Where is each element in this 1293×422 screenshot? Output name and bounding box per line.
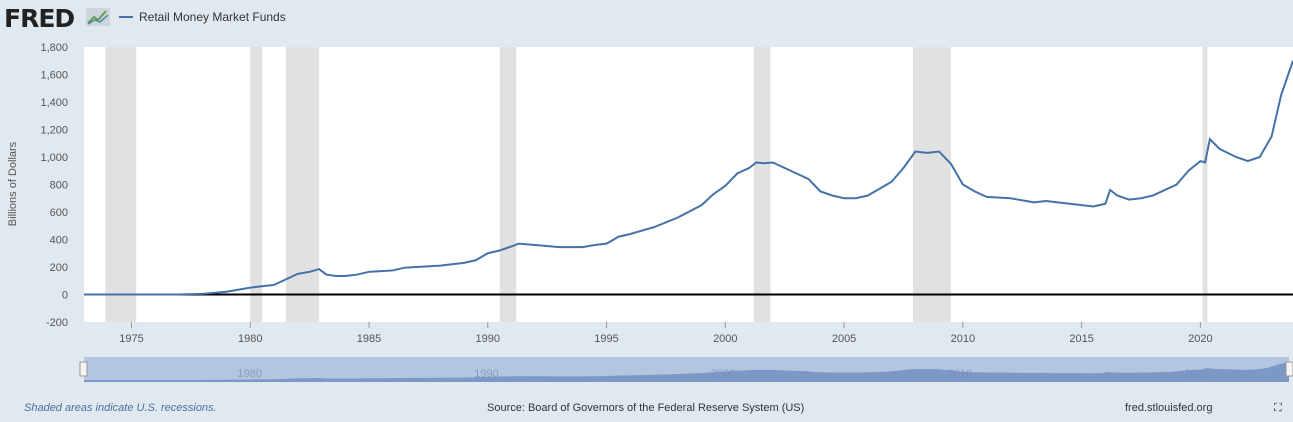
- x-tick-label: 1985: [357, 333, 381, 345]
- recession-band: [285, 47, 320, 322]
- y-tick-label: 0: [62, 290, 68, 302]
- fred-logo[interactable]: FRED: [4, 4, 75, 33]
- recession-band: [912, 47, 951, 322]
- series-line: [84, 60, 1293, 296]
- y-tick-label: 600: [50, 207, 68, 219]
- x-tick-label: 1995: [594, 333, 618, 345]
- x-tick-label: 1975: [119, 333, 143, 345]
- x-tick-label: 2010: [951, 333, 975, 345]
- legend-item[interactable]: Retail Money Market Funds: [119, 10, 286, 24]
- legend-swatch: [119, 16, 133, 18]
- y-tick-label: 800: [50, 180, 68, 192]
- navigator-series: [84, 362, 1289, 382]
- site-link[interactable]: fred.stlouisfed.org: [1125, 402, 1213, 414]
- recession-note: Shaded areas indicate U.S. recessions.: [24, 402, 217, 414]
- y-tick-label: 1,600: [40, 70, 68, 82]
- plot-area: [84, 47, 1293, 322]
- fred-graph-icon: [86, 8, 110, 26]
- y-tick-label: 1,400: [40, 97, 68, 109]
- y-tick-label: 1,800: [40, 42, 68, 54]
- y-tick-label: 1,000: [40, 152, 68, 164]
- recession-band: [250, 47, 263, 322]
- recession-band: [105, 47, 137, 322]
- x-tick-label: 2015: [1069, 333, 1093, 345]
- recession-band: [753, 47, 771, 322]
- recession-band: [499, 47, 517, 322]
- y-tick-label: 200: [50, 262, 68, 274]
- recession-band: [1202, 47, 1208, 322]
- x-tick-label: 2000: [713, 333, 737, 345]
- navigator-tick-label: 1980: [237, 368, 261, 380]
- y-axis-label: Billions of Dollars: [7, 141, 19, 227]
- chart: -200 0 200 400 600 800 1,000 1,200 1,400 1,600 1,8…: [40, 42, 1293, 382]
- navigator-right-handle[interactable]: [1285, 361, 1293, 377]
- y-tick-label: -200: [46, 317, 68, 329]
- x-tick-label: 2020: [1188, 333, 1212, 345]
- x-tick-label: 1990: [476, 333, 500, 345]
- source-text: Source: Board of Governors of the Federa…: [487, 402, 805, 414]
- x-tick-label: 1980: [238, 333, 262, 345]
- fullscreen-icon[interactable]: ⛶: [1274, 402, 1282, 414]
- y-tick-label: 1,200: [40, 125, 68, 137]
- navigator-left-handle[interactable]: [79, 361, 88, 377]
- y-tick-label: 400: [50, 235, 68, 247]
- legend-label: Retail Money Market Funds: [139, 10, 286, 24]
- x-tick-label: 2005: [832, 333, 856, 345]
